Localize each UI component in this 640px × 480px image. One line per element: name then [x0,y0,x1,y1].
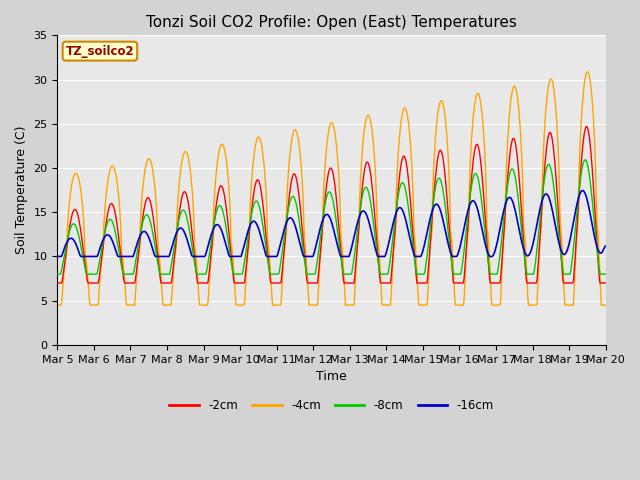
X-axis label: Time: Time [316,370,347,383]
Title: Tonzi Soil CO2 Profile: Open (East) Temperatures: Tonzi Soil CO2 Profile: Open (East) Temp… [146,15,517,30]
Y-axis label: Soil Temperature (C): Soil Temperature (C) [15,126,28,254]
Text: TZ_soilco2: TZ_soilco2 [66,45,134,58]
Legend: -2cm, -4cm, -8cm, -16cm: -2cm, -4cm, -8cm, -16cm [164,394,499,416]
